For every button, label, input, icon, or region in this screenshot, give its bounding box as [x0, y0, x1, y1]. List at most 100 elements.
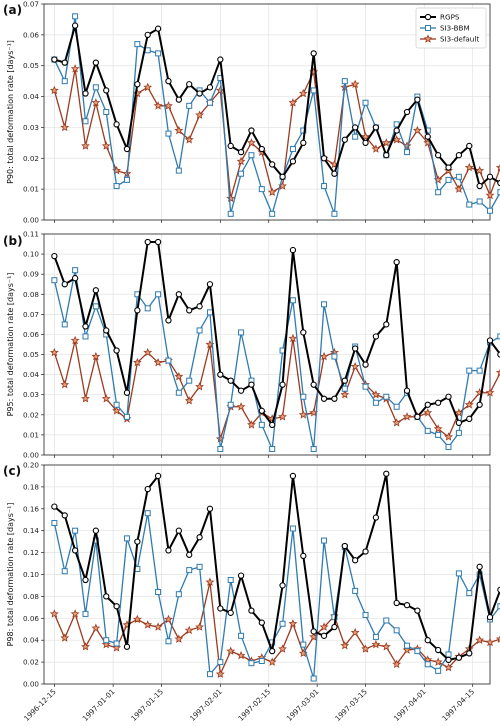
- data-point-si3-bbm: [92, 84, 99, 91]
- data-point-rgps: [445, 164, 452, 171]
- data-point-rgps: [352, 124, 359, 131]
- data-point-si3-bbm: [92, 303, 99, 310]
- data-point-rgps: [71, 547, 79, 554]
- data-point-si3-bbm: [269, 210, 276, 217]
- plot-frame: [43, 233, 491, 456]
- data-point-rgps: [103, 327, 110, 334]
- data-point-rgps: [82, 576, 89, 584]
- data-point-si3-default: [288, 619, 298, 628]
- data-point-si3-bbm: [310, 87, 317, 94]
- data-point-si3-default: [49, 85, 59, 95]
- data-point-rgps: [455, 654, 463, 661]
- data-point-rgps: [372, 124, 380, 131]
- data-point-si3-bbm: [113, 401, 120, 408]
- data-point-rgps: [331, 170, 338, 177]
- data-point-rgps: [113, 347, 120, 354]
- data-point-si3-default: [298, 88, 308, 98]
- data-point-si3-default: [495, 163, 500, 172]
- data-point-rgps: [289, 472, 297, 480]
- data-point-si3-bbm: [404, 642, 411, 649]
- data-point-rgps: [289, 246, 297, 254]
- data-point-rgps: [331, 395, 338, 402]
- data-point-si3-bbm: [331, 353, 338, 360]
- data-point-rgps: [310, 381, 317, 388]
- data-point-rgps: [352, 557, 359, 564]
- data-point-rgps: [414, 607, 421, 614]
- x-axis-labels: 1996-12-15 1997-01-01 1997-01-15 1997-02-01…: [22, 687, 476, 723]
- x-tick-label: 1997-04-01: [392, 687, 428, 723]
- x-tick-label: 1997-01-15: [129, 687, 165, 723]
- legend-marker: [423, 34, 433, 43]
- y-tick-label: 0.01: [23, 185, 39, 194]
- y-tick-label: 0.11: [23, 230, 39, 239]
- y-tick-label: 0.06: [23, 30, 39, 39]
- data-point-si3-default: [444, 662, 453, 672]
- data-point-si3-bbm: [217, 445, 224, 452]
- data-point-si3-bbm: [466, 590, 473, 597]
- y-tick-label: 0.12: [23, 548, 39, 557]
- data-point-rgps: [476, 401, 483, 408]
- data-point-si3-bbm: [269, 445, 276, 452]
- data-point-rgps: [154, 238, 162, 246]
- data-point-si3-default: [433, 657, 443, 666]
- data-point-si3-bbm: [206, 671, 213, 678]
- data-point-si3-default: [402, 412, 412, 421]
- data-point-si3-bbm: [144, 47, 151, 54]
- data-point-si3-bbm: [144, 305, 151, 312]
- y-tick-label: 0.08: [23, 592, 39, 601]
- data-point-si3-default: [174, 125, 184, 135]
- data-point-rgps: [206, 84, 214, 91]
- data-point-rgps: [71, 22, 79, 29]
- data-point-si3-bbm: [435, 431, 442, 438]
- legend-label: RGPS: [440, 13, 460, 22]
- data-point-rgps: [175, 291, 182, 298]
- y-tick-label: 0.01: [23, 430, 39, 439]
- series-rgps: [51, 22, 500, 190]
- data-point-rgps: [414, 413, 421, 420]
- data-point-si3-default: [298, 410, 308, 419]
- data-point-si3-default: [340, 390, 350, 399]
- data-point-si3-default: [485, 637, 495, 647]
- data-point-rgps: [279, 582, 286, 589]
- data-point-si3-default: [91, 623, 101, 632]
- data-point-rgps: [310, 628, 317, 635]
- data-point-si3-default: [495, 368, 500, 377]
- data-point-si3-default: [153, 622, 163, 631]
- data-point-rgps: [144, 485, 151, 493]
- data-point-si3-bbm: [497, 189, 500, 196]
- data-point-si3-bbm: [186, 102, 193, 109]
- y-tick-label: 0.07: [23, 0, 39, 9]
- data-point-si3-bbm: [352, 587, 359, 594]
- data-point-si3-default: [81, 642, 90, 651]
- data-point-rgps: [279, 381, 286, 388]
- data-point-si3-default: [371, 390, 381, 399]
- data-point-rgps: [61, 59, 68, 66]
- data-point-si3-bbm: [321, 183, 328, 190]
- y-tick-label: 0.03: [23, 390, 39, 399]
- data-point-si3-default: [195, 622, 205, 631]
- data-point-si3-default: [143, 620, 153, 629]
- data-point-si3-bbm: [196, 563, 203, 570]
- data-point-si3-default: [381, 138, 391, 147]
- data-point-si3-default: [91, 98, 101, 107]
- series-line-si3-bbm: [53, 512, 500, 680]
- data-point-si3-default: [361, 644, 370, 653]
- data-point-si3-bbm: [362, 612, 369, 619]
- data-point-rgps: [445, 393, 452, 400]
- data-point-si3-default: [101, 394, 111, 403]
- data-point-si3-bbm: [362, 99, 369, 106]
- data-point-si3-default: [153, 357, 163, 367]
- data-point-rgps: [466, 142, 473, 150]
- data-point-rgps: [248, 607, 255, 614]
- data-point-rgps: [497, 586, 500, 593]
- data-point-rgps: [383, 321, 390, 328]
- data-point-rgps: [217, 605, 224, 612]
- data-point-si3-bbm: [103, 637, 110, 644]
- data-point-si3-bbm: [455, 173, 462, 180]
- series-si3-bbm: [51, 13, 500, 217]
- data-point-si3-default: [143, 347, 153, 357]
- y-axis-label: P90: total deformation rate [days⁻¹]: [6, 40, 15, 184]
- data-point-si3-default: [454, 408, 464, 417]
- data-point-si3-default: [132, 357, 142, 367]
- data-point-rgps: [403, 108, 411, 116]
